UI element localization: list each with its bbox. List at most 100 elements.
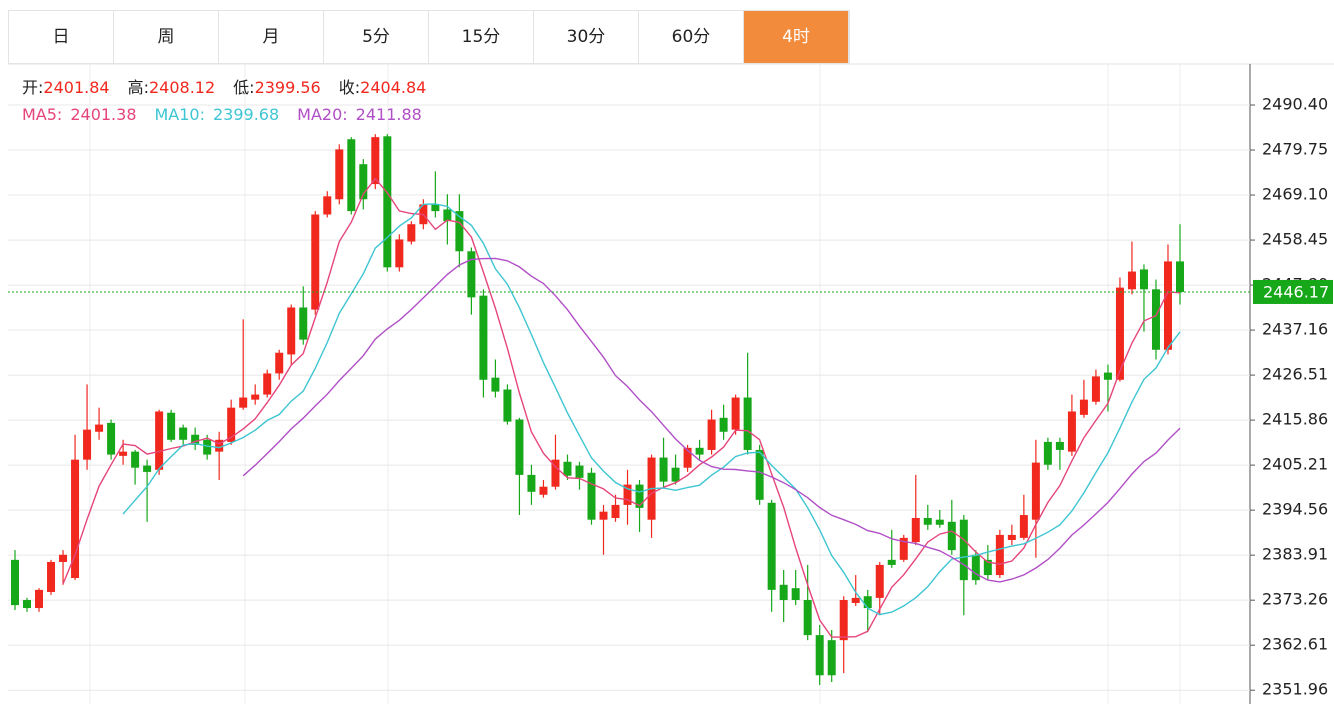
candle-body (155, 411, 164, 470)
candle-body (95, 424, 104, 432)
last-price-box (1253, 279, 1333, 304)
candle-body (227, 407, 236, 442)
candle-body (1007, 534, 1016, 540)
candle-body (575, 465, 584, 478)
candle-body (1127, 271, 1136, 290)
candle-body (935, 519, 944, 525)
period-tab[interactable]: 月 (219, 11, 324, 63)
candle-body (671, 467, 680, 482)
candle-body (107, 422, 116, 455)
candle-body (623, 484, 632, 505)
candle-body (443, 209, 452, 222)
candle-body (767, 502, 776, 590)
candle-body (695, 447, 704, 455)
info-label: 开: (22, 78, 43, 97)
candle-body (911, 518, 920, 543)
y-tick-label: 2383.91 (1262, 545, 1328, 564)
candle-body (599, 511, 608, 520)
candle-body (983, 559, 992, 576)
candle-body (1031, 462, 1040, 520)
period-tab[interactable]: 5分 (324, 11, 429, 63)
info-value: 2404.84 (360, 78, 426, 97)
candle-body (1163, 261, 1172, 350)
ma-line (242, 257, 1181, 583)
candle-body (791, 588, 800, 601)
y-tick-label: 2415.86 (1262, 410, 1328, 429)
info-label: 低: (233, 78, 254, 97)
candle-body (611, 504, 620, 519)
candle-body (323, 196, 332, 215)
candle-body (491, 377, 500, 392)
candle-body (779, 584, 788, 601)
candle-body (1115, 287, 1124, 380)
y-tick-label: 2362.61 (1262, 635, 1328, 654)
candle-body (299, 307, 308, 340)
candle-body (47, 561, 56, 592)
candle-body (119, 451, 128, 456)
y-tick-label: 2458.45 (1262, 230, 1328, 249)
ma-line (62, 177, 1181, 638)
candle-body (923, 518, 932, 525)
candle-body (215, 439, 224, 452)
candle-body (395, 239, 404, 268)
candle-body (371, 137, 380, 185)
period-tab[interactable]: 周 (114, 11, 219, 63)
candle-body (1176, 261, 1184, 292)
candle-body (263, 373, 272, 395)
period-tab[interactable]: 4时 (744, 11, 849, 63)
ma-value: 2401.38 (70, 105, 136, 124)
candle-body (59, 554, 68, 562)
candle-body (347, 139, 356, 212)
candle-body (203, 439, 212, 455)
period-tab[interactable]: 30分 (534, 11, 639, 63)
candle-body (467, 251, 476, 298)
ma-label: MA10: (155, 105, 206, 124)
candle-body (515, 419, 524, 475)
candle-body (551, 459, 560, 487)
candle-body (887, 559, 896, 565)
info-label: 收: (339, 78, 360, 97)
candle-body (851, 597, 860, 603)
y-tick-label: 2394.56 (1262, 500, 1328, 519)
period-tab[interactable]: 60分 (639, 11, 744, 63)
candle-body (527, 474, 536, 492)
candle-body (899, 537, 908, 560)
candle-body (1079, 399, 1088, 415)
ma-line (122, 203, 1181, 616)
ma-label: MA5: (22, 105, 62, 124)
candle-body (563, 461, 572, 476)
y-tick-label: 2469.10 (1262, 185, 1328, 204)
candle-body (1139, 269, 1148, 290)
candle-body (479, 295, 488, 380)
info-value: 2399.56 (255, 78, 321, 97)
candle-body (311, 214, 320, 310)
candle-body (743, 397, 752, 450)
candle-body (503, 389, 512, 422)
candle-body (971, 554, 980, 581)
candle-body (23, 600, 32, 609)
info-value: 2408.12 (149, 78, 215, 97)
candle-body (167, 412, 176, 440)
candle-body (143, 465, 152, 472)
candle-body (383, 136, 392, 268)
candle-body (635, 484, 644, 508)
candle-body (179, 427, 188, 440)
period-tab[interactable]: 15分 (429, 11, 534, 63)
y-tick-label: 2490.40 (1262, 95, 1328, 114)
candle-body (335, 149, 344, 200)
candle-body (707, 419, 716, 450)
last-price-label: 2446.17 (1263, 282, 1329, 301)
candle-body (35, 589, 44, 609)
candle-body (839, 600, 848, 641)
candle-body (1055, 441, 1064, 450)
y-tick-label: 2437.16 (1262, 320, 1328, 339)
y-tick-label: 2373.26 (1262, 590, 1328, 609)
candle-body (131, 451, 140, 468)
period-tab[interactable]: 日 (9, 11, 114, 63)
y-tick-label: 2351.96 (1262, 680, 1328, 699)
candle-body (431, 204, 440, 212)
candle-body (239, 397, 248, 408)
candle-body (815, 635, 824, 676)
candle-body (1067, 411, 1076, 452)
